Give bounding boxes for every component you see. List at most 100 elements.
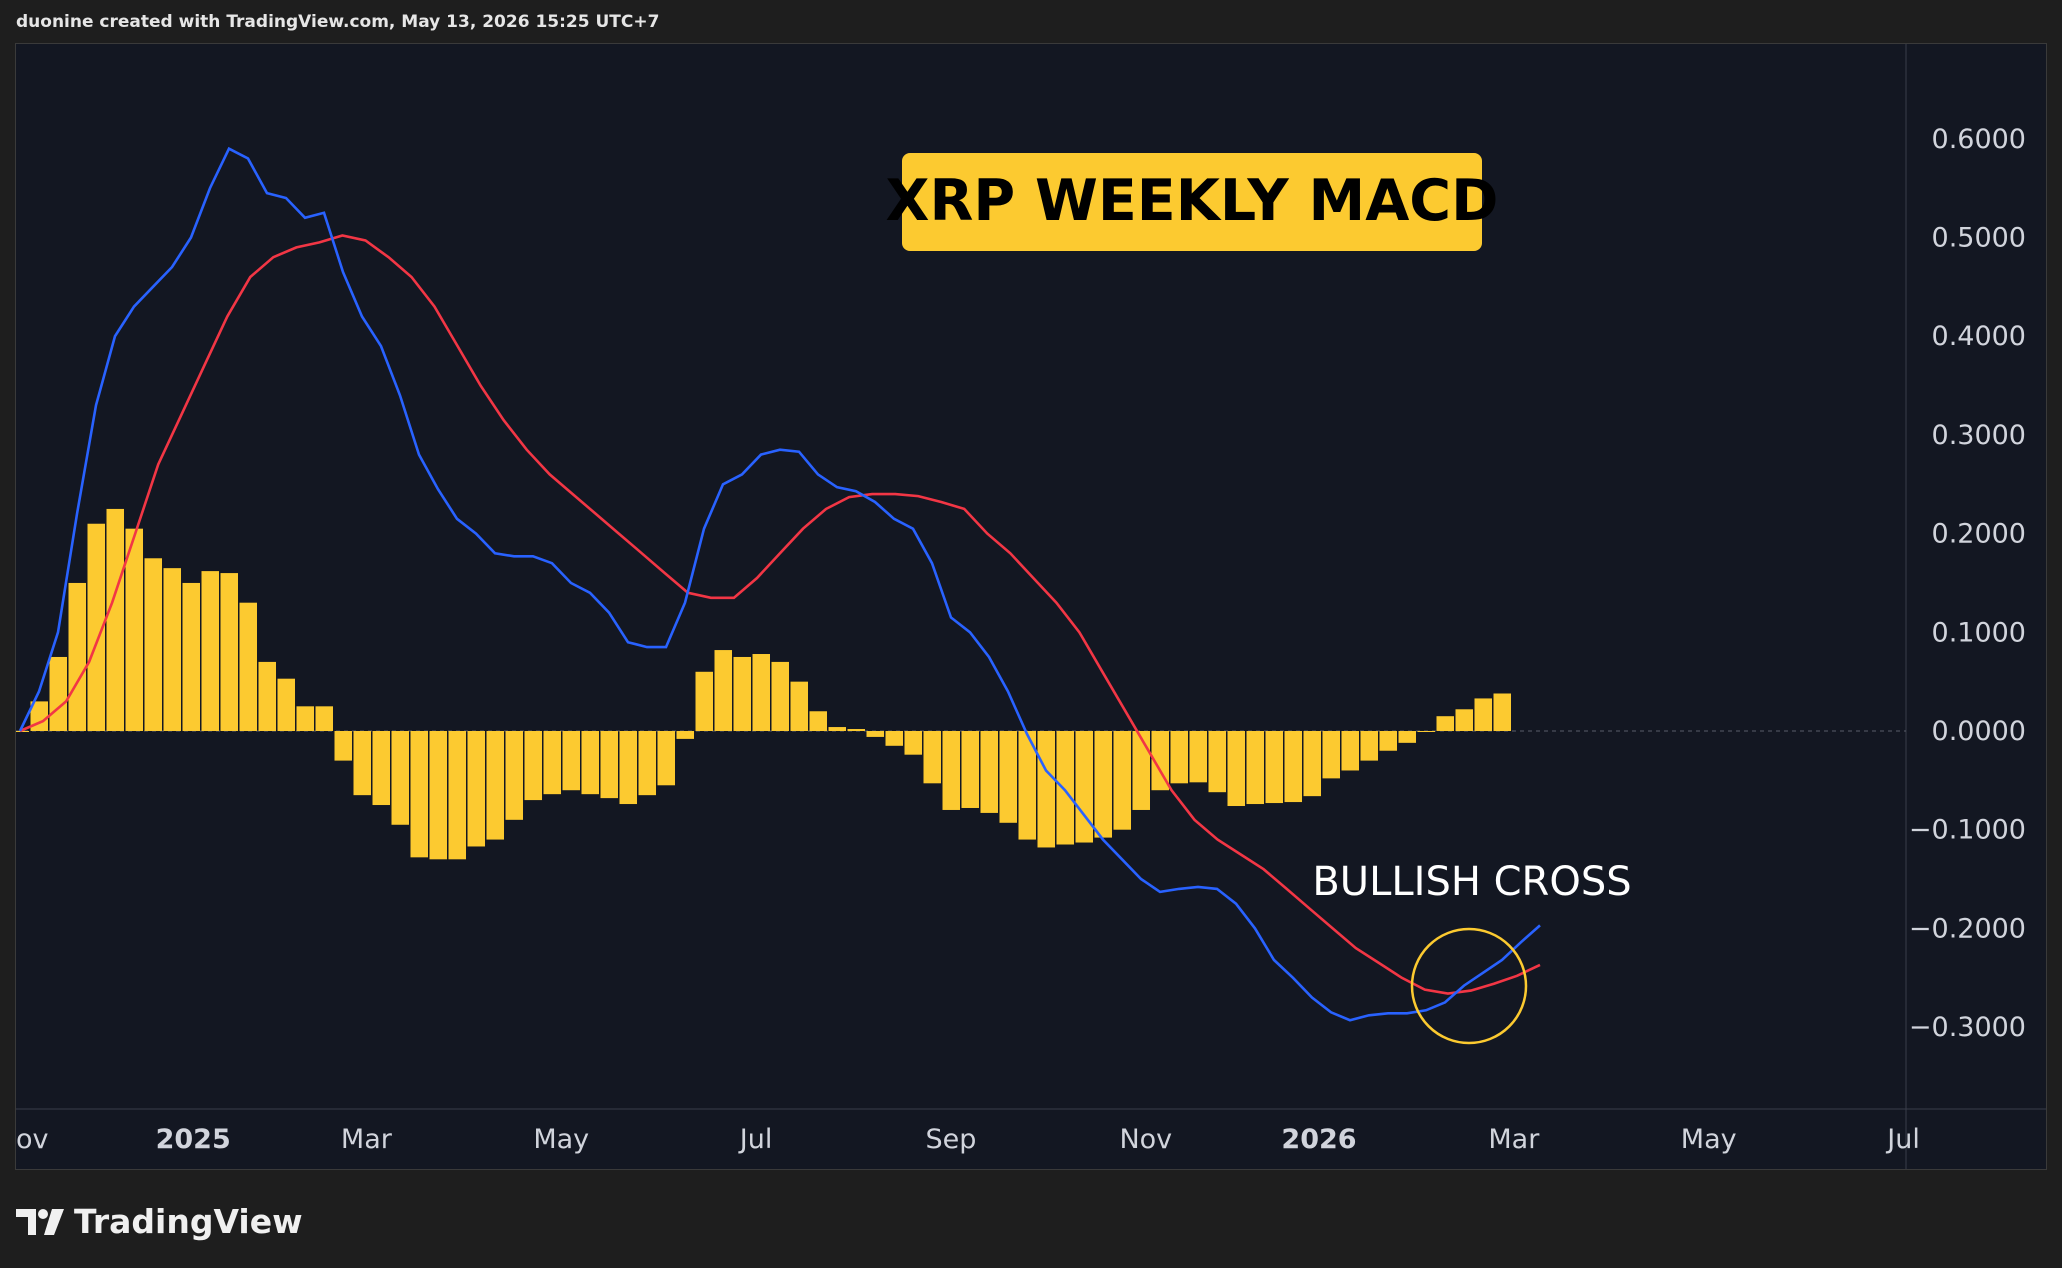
time-axis-tick-label: Nov bbox=[1119, 1124, 1172, 1155]
histogram-bar bbox=[410, 731, 428, 858]
histogram-bar bbox=[695, 671, 713, 731]
histogram-bar bbox=[657, 731, 675, 786]
histogram-bar bbox=[1037, 731, 1055, 848]
histogram-bar bbox=[220, 573, 238, 731]
chart-pane[interactable]: 0.6000 0.5000 0.4000 0.3000 0.2000 0.1000 0.00… bbox=[15, 43, 2047, 1170]
time-axis-tick-label: May bbox=[533, 1124, 589, 1155]
histogram-bar bbox=[16, 731, 29, 732]
histogram-bar bbox=[429, 731, 447, 860]
histogram-bar bbox=[144, 558, 162, 731]
histogram-bar bbox=[353, 731, 371, 796]
time-axis-tick-label: 2026 bbox=[1281, 1124, 1356, 1155]
histogram-bar bbox=[961, 731, 979, 808]
histogram-bar bbox=[201, 571, 219, 731]
histogram-bar bbox=[524, 731, 542, 801]
histogram-bar bbox=[980, 731, 998, 813]
histogram-bar bbox=[1379, 731, 1397, 751]
histogram-bar bbox=[163, 568, 181, 731]
histogram-bar bbox=[1417, 731, 1435, 732]
histogram-bar bbox=[1360, 731, 1378, 761]
histogram-bar bbox=[1398, 731, 1416, 743]
brand-name: TradingView bbox=[74, 1202, 303, 1241]
time-axis-tick-label: Jul bbox=[1885, 1124, 1920, 1155]
histogram-bar bbox=[1493, 693, 1511, 731]
price-axis-tick-label: 0.0000 bbox=[1932, 716, 2026, 747]
histogram-bar bbox=[1455, 709, 1473, 731]
histogram-bar bbox=[372, 731, 390, 806]
price-axis-tick-label: −0.1000 bbox=[1909, 815, 2026, 846]
histogram-bar bbox=[334, 731, 352, 761]
price-axis-tick-label: 0.3000 bbox=[1932, 420, 2026, 451]
histogram-bar bbox=[790, 681, 808, 731]
attribution-text: duonine created with TradingView.com, Ma… bbox=[16, 12, 660, 32]
price-axis-tick-label: 0.1000 bbox=[1932, 617, 2026, 648]
histogram-bar bbox=[391, 731, 409, 825]
histogram-bar bbox=[106, 508, 124, 731]
histogram-bar bbox=[942, 731, 960, 810]
histogram-bar bbox=[1018, 731, 1036, 840]
histogram-bar bbox=[1056, 731, 1074, 845]
histogram-bar bbox=[1170, 731, 1188, 784]
histogram-bar bbox=[182, 582, 200, 731]
histogram-bar bbox=[771, 661, 789, 731]
histogram-bar bbox=[1436, 716, 1454, 731]
histogram-bar bbox=[923, 731, 941, 784]
histogram-bar bbox=[676, 731, 694, 739]
time-axis-tick-label: Mar bbox=[341, 1124, 393, 1155]
histogram-bar bbox=[904, 731, 922, 755]
histogram-bar bbox=[1322, 731, 1340, 779]
time-axis[interactable]: ov2025MarMayJulSepNov2026MarMayJulSep bbox=[16, 1124, 2046, 1155]
signal-line bbox=[19, 234, 1541, 995]
histogram-bar bbox=[448, 731, 466, 860]
histogram-bar bbox=[1284, 731, 1302, 803]
histogram-bar bbox=[828, 727, 846, 731]
histogram-bar bbox=[752, 654, 770, 731]
histogram-bar bbox=[999, 731, 1017, 823]
price-axis-tick-label: 0.4000 bbox=[1932, 321, 2026, 352]
histogram-bar bbox=[296, 706, 314, 731]
histogram-bar bbox=[1227, 731, 1245, 807]
histogram-bar bbox=[543, 731, 561, 795]
price-axis[interactable]: 0.6000 0.5000 0.4000 0.3000 0.2000 0.1000 0.00… bbox=[1909, 124, 2026, 1043]
histogram-bar bbox=[68, 582, 86, 731]
histogram-bar bbox=[619, 731, 637, 805]
histogram-bar bbox=[809, 711, 827, 731]
price-axis-tick-label: 0.2000 bbox=[1932, 519, 2026, 550]
histogram-bar bbox=[1094, 731, 1112, 838]
histogram-bar bbox=[1208, 731, 1226, 793]
histogram-bar bbox=[1132, 731, 1150, 810]
histogram-bar bbox=[1189, 731, 1207, 783]
histogram-bar bbox=[486, 731, 504, 840]
tradingview-logo-icon bbox=[16, 1208, 64, 1235]
histogram-bar bbox=[467, 731, 485, 847]
histogram-bar bbox=[733, 656, 751, 731]
price-axis-tick-label: 0.5000 bbox=[1932, 223, 2026, 254]
price-axis-tick-label: −0.3000 bbox=[1909, 1012, 2026, 1043]
macd-line bbox=[18, 146, 1541, 1022]
time-axis-tick-label: May bbox=[1681, 1124, 1737, 1155]
tradingview-brand[interactable]: TradingView bbox=[16, 1202, 303, 1241]
histogram-bar bbox=[277, 678, 295, 731]
histogram-bar bbox=[1151, 731, 1169, 791]
price-axis-tick-label: 0.6000 bbox=[1932, 124, 2026, 155]
price-axis-tick-label: −0.2000 bbox=[1909, 913, 2026, 944]
histogram-bar bbox=[49, 656, 67, 731]
histogram-bar bbox=[581, 731, 599, 795]
histogram-bar bbox=[1075, 731, 1093, 843]
time-axis-tick-label: ov bbox=[16, 1124, 49, 1155]
histogram-bar bbox=[1246, 731, 1264, 805]
time-axis-tick-label: Jul bbox=[738, 1124, 773, 1155]
bullish-cross-circle bbox=[1410, 927, 1528, 1045]
histogram-bar bbox=[1474, 698, 1492, 731]
bullish-cross-annotation: BULLISH CROSS bbox=[1312, 859, 1631, 905]
histogram-bar bbox=[125, 528, 143, 731]
histogram-bar bbox=[258, 661, 276, 731]
macd-chart[interactable]: 0.6000 0.5000 0.4000 0.3000 0.2000 0.1000 0.00… bbox=[16, 44, 2046, 1169]
histogram-bar bbox=[1265, 731, 1283, 804]
histogram-bar bbox=[885, 731, 903, 746]
histogram-bar bbox=[562, 731, 580, 791]
time-axis-tick-label: Sep bbox=[926, 1124, 977, 1155]
histogram-bar bbox=[638, 731, 656, 796]
histogram-bar bbox=[315, 706, 333, 731]
histogram-bar bbox=[847, 729, 865, 731]
